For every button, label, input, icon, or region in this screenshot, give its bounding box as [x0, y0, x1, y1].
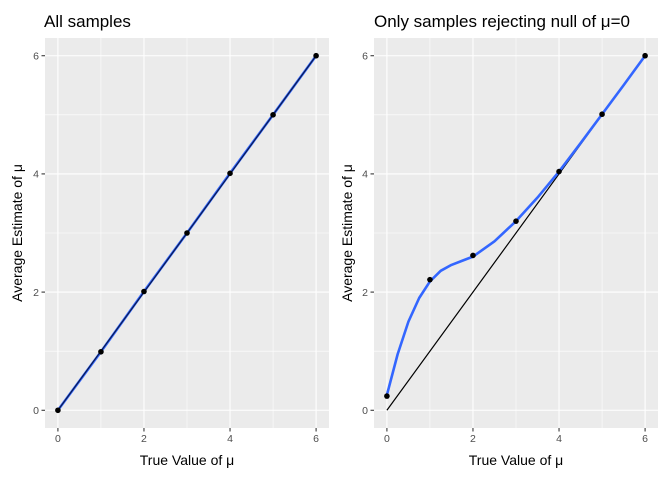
panel-1-data-point [55, 407, 61, 414]
panel-2-y-tick-label: 2 [362, 287, 368, 299]
panel-2-data-point [513, 218, 519, 224]
panel-1-x-axis-title: True Value of μ [140, 452, 234, 468]
panel-1-data-point [184, 230, 190, 236]
panel-2-y-tick-label: 4 [362, 169, 368, 181]
panel-1-y-tick-label: 0 [33, 405, 39, 417]
panel-1-y-axis-title: Average Estimate of μ [9, 164, 25, 302]
panel-1-y-tick-label: 2 [33, 287, 39, 299]
panel-2-data-point [470, 252, 476, 259]
panel-1-x-tick-label: 4 [227, 433, 233, 445]
panel-2-data-point [427, 276, 433, 283]
panel-2-x-tick-label: 4 [556, 433, 562, 445]
panel-2-y-tick-label: 0 [362, 405, 368, 417]
panel-1-x-tick-label: 6 [313, 433, 319, 445]
panel-1-title: All samples [44, 12, 131, 31]
panel-2-data-point [642, 52, 648, 59]
panel-2-x-tick-label: 6 [642, 433, 648, 445]
panel-2-data-point [599, 111, 605, 118]
panel-1-data-point [313, 52, 319, 59]
panel-2-title: Only samples rejecting null of μ=0 [374, 12, 630, 31]
panel-2-x-axis-title: True Value of μ [469, 452, 563, 468]
panel-2-x-tick-label: 0 [384, 433, 390, 445]
panel-1-x-tick-label: 2 [141, 433, 147, 445]
panel-1-y-tick-label: 4 [33, 169, 39, 181]
panel-1-data-point [227, 170, 233, 177]
panel-1-data-point [270, 112, 276, 118]
panel-2-y-tick-label: 6 [362, 51, 368, 63]
panel-1-data-point [98, 348, 104, 355]
panel-1: 0 2 4 6 0 2 4 6 All samples True Value of μ Averag… [9, 12, 329, 468]
panel-1-data-point [141, 288, 147, 295]
panel-2-data-point [556, 168, 562, 175]
panel-2-data-point [384, 393, 390, 399]
panel-2-y-axis-title: Average Estimate of μ [339, 164, 355, 302]
panel-1-x-tick-label: 0 [55, 433, 61, 445]
panel-2: 0 2 4 6 0 2 4 6 Only samples rejecting null of μ… [339, 12, 658, 468]
panel-2-x-tick-label: 2 [470, 433, 476, 445]
panel-1-y-tick-label: 6 [33, 51, 39, 63]
